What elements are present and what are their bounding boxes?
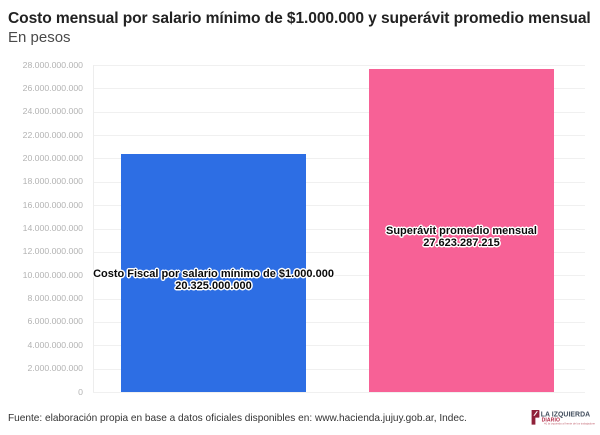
- svg-text:#1 la izquierda al frente de l: #1 la izquierda al frente de los trabaja…: [544, 421, 595, 425]
- svg-text:LA IZQUIERDA: LA IZQUIERDA: [541, 411, 590, 418]
- svg-text:DIARIO: DIARIO: [542, 417, 560, 423]
